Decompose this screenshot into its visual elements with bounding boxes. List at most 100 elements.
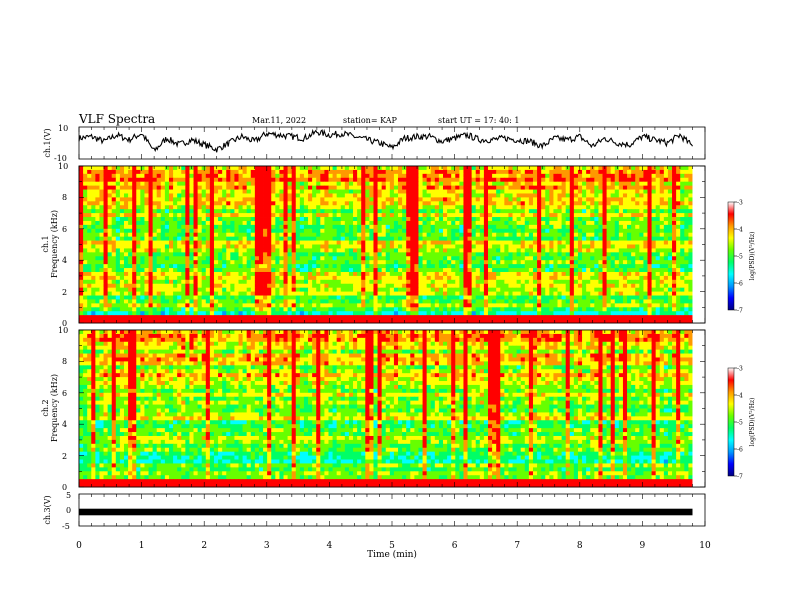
spectrogram-cell — [663, 189, 669, 194]
spectrogram-cell — [418, 201, 423, 206]
spectrogram-cell — [606, 252, 612, 257]
spectrogram-cell — [316, 169, 321, 175]
spectrogram-cell — [537, 283, 542, 289]
spectrogram-cell — [557, 193, 562, 198]
spectrogram-cell — [459, 189, 464, 194]
spectrogram-cell — [303, 193, 309, 198]
spectrogram-cell — [91, 256, 96, 261]
spectrogram-cell — [537, 260, 542, 265]
spectrogram-cell — [193, 189, 199, 194]
spectrogram-cell — [565, 209, 571, 214]
spectrogram-cell — [340, 173, 346, 179]
spectrogram-cell — [344, 228, 350, 234]
spectrogram-cell — [680, 213, 685, 218]
spectrogram-cell — [586, 224, 591, 230]
spectrogram-cell — [398, 271, 403, 277]
spectrogram-cell — [291, 209, 297, 214]
spectrogram-cell — [197, 209, 203, 214]
spectrogram-cell — [524, 213, 530, 218]
spectrogram-cell — [275, 291, 280, 296]
spectrogram-cell — [508, 205, 513, 210]
spectrogram-cell — [177, 236, 182, 241]
spectrogram-cell — [459, 177, 464, 183]
spectrogram-cell — [234, 264, 239, 269]
spectrogram-cell — [622, 248, 628, 253]
spectrogram-cell — [651, 166, 657, 171]
spectrogram-cell — [537, 236, 542, 241]
spectrogram-cell — [205, 287, 211, 293]
spectrogram-cell — [242, 236, 248, 241]
spectrogram-cell — [504, 291, 509, 296]
spectrogram-cell — [283, 232, 288, 238]
spectrogram-cell — [389, 260, 395, 265]
spectrogram-cell — [622, 240, 628, 245]
spectrogram-cell — [467, 283, 473, 289]
spectrogram-cell — [328, 173, 333, 179]
spectrogram-cell — [91, 228, 96, 234]
spectrogram-cell — [303, 197, 309, 202]
spectrogram-cell — [160, 213, 166, 218]
spectrogram-cell — [234, 232, 239, 238]
spectrogram-cell — [402, 287, 407, 293]
spectrogram-cell — [504, 181, 509, 187]
spectrogram-cell — [242, 220, 248, 226]
spectrogram-cell — [532, 185, 538, 190]
spectrogram-cell — [680, 291, 685, 296]
spectrogram-cell — [205, 252, 211, 257]
spectrogram-cell — [275, 181, 280, 187]
spectrogram-cell — [672, 166, 677, 171]
spectrogram-cell — [164, 181, 170, 187]
spectrogram-cell — [569, 197, 575, 202]
spectrogram-cell — [418, 193, 423, 198]
spectrogram-cell — [340, 224, 346, 230]
spectrogram-cell — [594, 291, 599, 296]
spectrogram-cell — [222, 213, 227, 218]
spectrogram-cell — [353, 271, 358, 277]
spectrogram-cell — [246, 228, 252, 234]
spectrogram-cell — [528, 279, 534, 285]
spectrogram-cell — [271, 205, 276, 210]
spectrogram-cell — [618, 256, 624, 261]
spectrogram-cell — [258, 189, 264, 194]
spectrogram-cell — [320, 252, 325, 257]
spectrogram-cell — [557, 248, 562, 253]
spectrogram-cell — [144, 287, 149, 293]
spectrogram-cell — [549, 193, 554, 198]
spectrogram-cell — [487, 209, 493, 214]
spectrogram-cell — [443, 291, 448, 296]
spectrogram-cell — [381, 189, 387, 194]
spectrogram-cell — [467, 236, 473, 241]
spectrogram-cell — [152, 228, 158, 234]
spectrogram-cell — [492, 220, 497, 226]
spectrogram-cell — [393, 205, 399, 210]
spectrogram-cell — [144, 268, 149, 273]
spectrogram-cell — [508, 275, 513, 281]
spectrogram-cell — [344, 224, 350, 230]
spectrogram-cell — [353, 252, 358, 257]
spectrogram-cell — [508, 291, 513, 296]
spectrogram-cell — [672, 248, 677, 253]
spectrogram-cell — [426, 220, 432, 226]
spectrogram-cell — [459, 181, 464, 187]
spectrogram-cell — [655, 173, 661, 179]
spectrogram-cell — [144, 185, 149, 190]
spectrogram-cell — [520, 177, 526, 183]
spectrogram-cell — [353, 213, 358, 218]
spectrogram-cell — [447, 248, 452, 253]
spectrogram-cell — [545, 213, 550, 218]
spectrogram-cell — [520, 268, 526, 273]
spectrogram-cell — [332, 193, 338, 198]
spectrogram-cell — [606, 291, 612, 296]
spectrogram-cell — [177, 169, 182, 175]
spectrogram-cell — [614, 228, 620, 234]
spectrogram-cell — [487, 268, 493, 273]
spectrogram-cell — [123, 244, 129, 249]
spectrogram-cell — [471, 291, 477, 296]
spectrogram-cell — [455, 166, 460, 171]
spectrogram-cell — [627, 173, 632, 179]
spectrogram-cell — [238, 181, 243, 187]
spectrogram-cell — [582, 287, 587, 293]
spectrogram-cell — [226, 283, 231, 289]
spectrogram-cell — [606, 268, 612, 273]
spectrogram-cell — [512, 279, 518, 285]
